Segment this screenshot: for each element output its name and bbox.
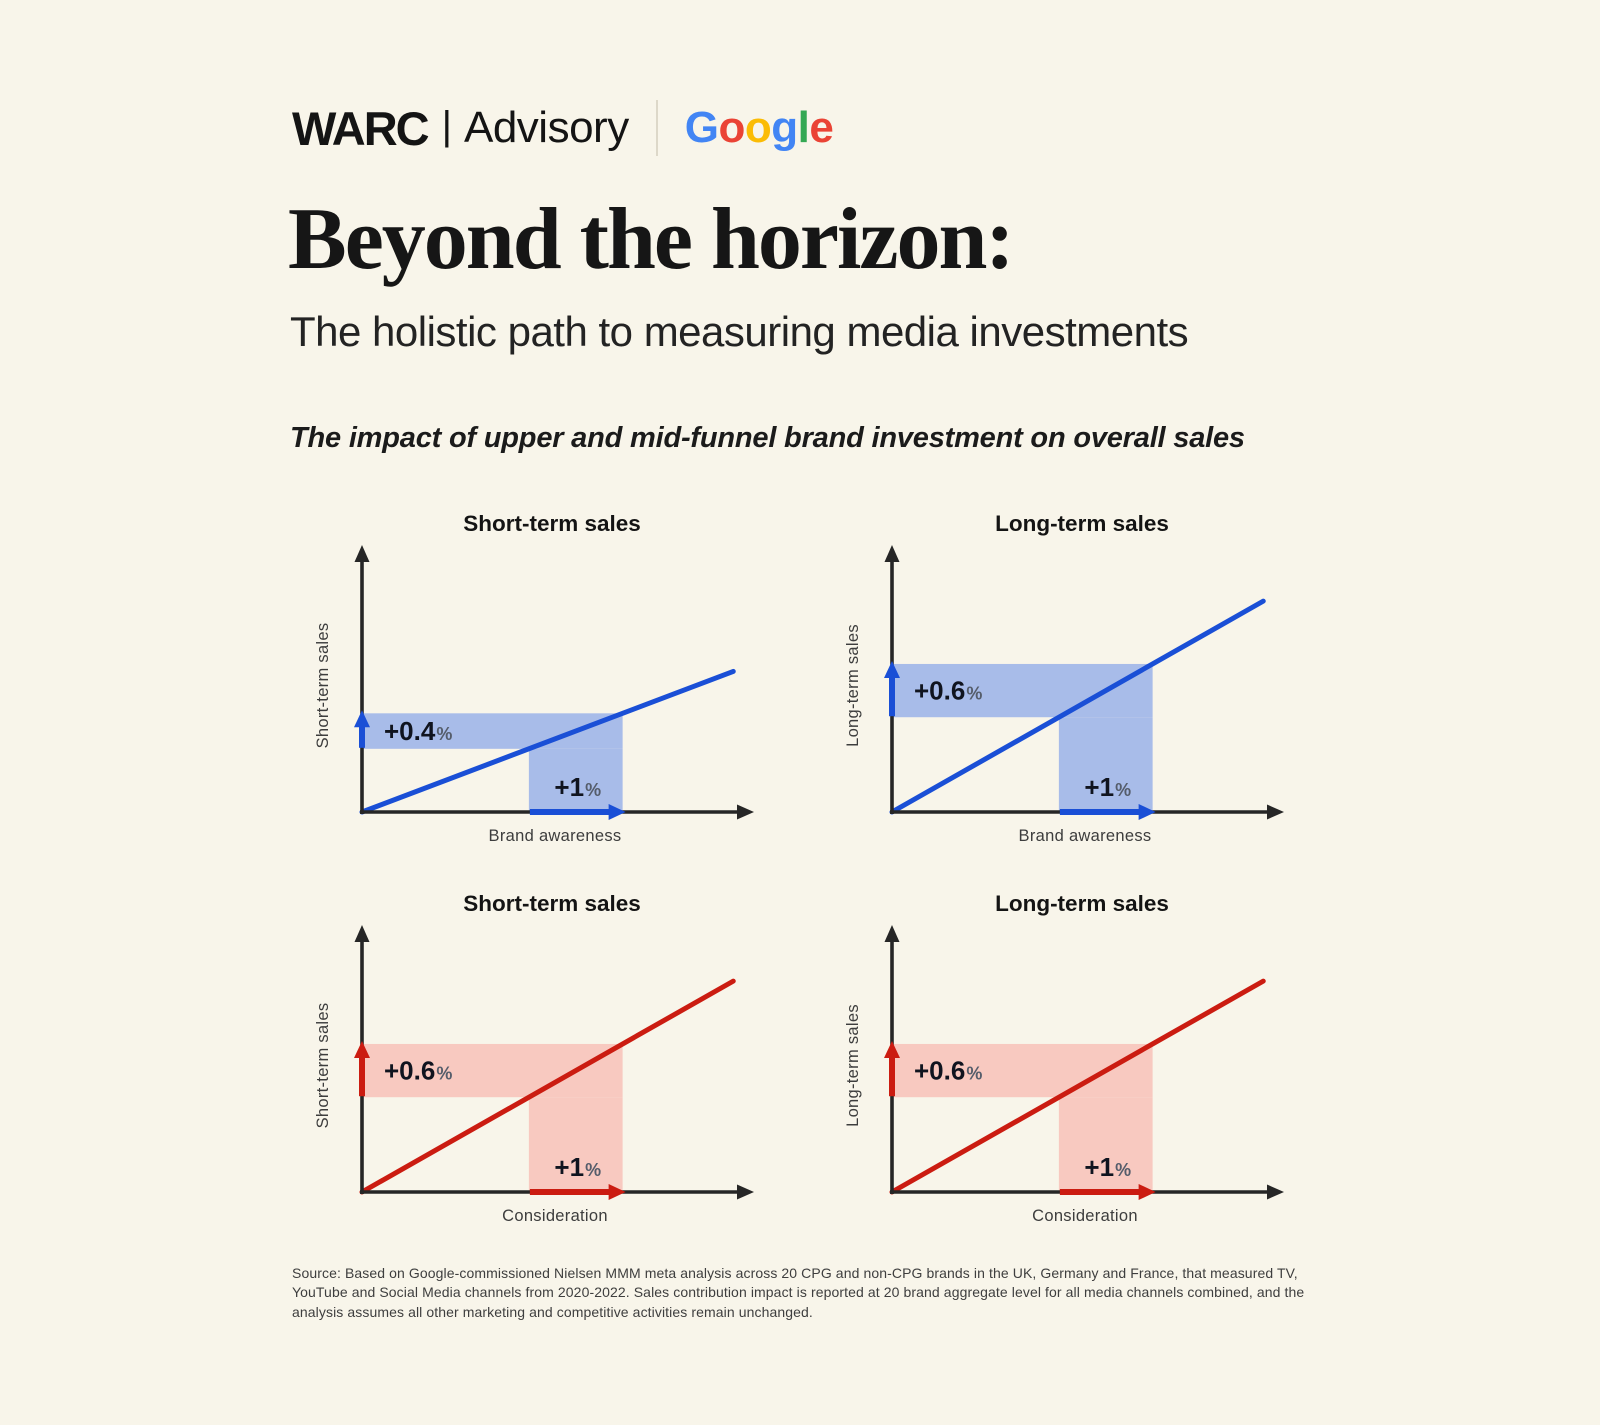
x-change-arrowhead bbox=[1138, 1184, 1156, 1200]
y-change-label: +0.6% bbox=[914, 1056, 982, 1086]
y-change-arrowhead bbox=[354, 1040, 370, 1058]
trend-line bbox=[359, 978, 736, 1195]
chart-title: Long-term sales bbox=[995, 511, 1169, 536]
y-axis-arrowhead bbox=[354, 925, 370, 942]
google-logo: Google bbox=[685, 103, 834, 153]
source-note: Source: Based on Google-commissioned Nie… bbox=[292, 1265, 1305, 1320]
x-change-arrowhead bbox=[1138, 804, 1156, 820]
logo-divider bbox=[655, 100, 658, 156]
google-letter: o bbox=[744, 103, 772, 152]
y-axis-arrowhead bbox=[884, 545, 900, 562]
y-axis-label: Short-term sales bbox=[314, 1003, 332, 1129]
google-letter: G bbox=[684, 103, 719, 152]
x-axis-arrowhead bbox=[737, 804, 754, 820]
chart-short-term-sales-brand-awareness: Short-term sales +0.4% +1% Short-term sales… bbox=[287, 497, 770, 865]
chart-long-term-sales-brand-awareness: Long-term sales +0.6% +1% Long-term sales Br… bbox=[817, 497, 1300, 865]
x-change-label: +1% bbox=[1084, 772, 1131, 802]
y-axis-arrowhead bbox=[884, 925, 900, 942]
page-title: Beyond the horizon: bbox=[288, 191, 1015, 288]
vertical-band bbox=[1058, 1097, 1153, 1192]
vertical-band bbox=[528, 748, 623, 812]
chart-title: Short-term sales bbox=[463, 891, 641, 916]
x-axis-arrowhead bbox=[1267, 804, 1284, 820]
x-axis-label: Brand awareness bbox=[1019, 827, 1152, 845]
section-heading: The impact of upper and mid-funnel brand… bbox=[290, 422, 1245, 454]
chart-title: Long-term sales bbox=[995, 891, 1169, 916]
y-change-label: +0.6% bbox=[384, 1056, 452, 1086]
trend-line bbox=[889, 978, 1266, 1195]
y-change-label: +0.4% bbox=[384, 716, 452, 746]
chart-canvas: Long-term sales +0.6% +1% Long-term sales Co… bbox=[844, 891, 1284, 1225]
trend-line bbox=[889, 598, 1266, 815]
warc-advisory-separator: | bbox=[441, 103, 452, 148]
charts-grid: Short-term sales +0.4% +1% Short-term sales… bbox=[287, 497, 1300, 1245]
google-letter: g bbox=[771, 103, 798, 152]
trend-line bbox=[359, 668, 736, 815]
chart-canvas: Short-term sales +0.6% +1% Short-term sales… bbox=[314, 891, 754, 1225]
advisory-label: Advisory bbox=[463, 103, 629, 152]
header: WARC | Advisory Google bbox=[292, 98, 834, 158]
x-axis-arrowhead bbox=[737, 1184, 754, 1200]
chart-canvas: Long-term sales +0.6% +1% Long-term sales Br… bbox=[844, 511, 1284, 845]
x-axis-label: Consideration bbox=[502, 1207, 608, 1225]
google-letter: l bbox=[797, 103, 810, 152]
y-axis-label: Long-term sales bbox=[844, 1004, 862, 1127]
y-change-label: +0.6% bbox=[914, 676, 982, 706]
chart-short-term-sales-consideration: Short-term sales +0.6% +1% Short-term sales… bbox=[287, 877, 770, 1245]
page-subtitle: The holistic path to measuring media inv… bbox=[290, 308, 1189, 355]
vertical-band bbox=[1058, 717, 1153, 812]
x-change-label: +1% bbox=[1084, 1152, 1131, 1182]
y-axis-label: Long-term sales bbox=[844, 624, 862, 747]
x-axis-label: Brand awareness bbox=[489, 827, 622, 845]
x-axis-label: Consideration bbox=[1032, 1207, 1138, 1225]
vertical-band bbox=[528, 1097, 623, 1192]
x-change-arrowhead bbox=[608, 1184, 626, 1200]
warc-logo: WARC bbox=[292, 101, 430, 155]
y-change-arrowhead bbox=[884, 1040, 900, 1058]
chart-title: Short-term sales bbox=[463, 511, 641, 536]
x-change-label: +1% bbox=[554, 772, 601, 802]
chart-long-term-sales-consideration: Long-term sales +0.6% +1% Long-term sales Co… bbox=[817, 877, 1300, 1245]
google-letter: o bbox=[718, 103, 745, 152]
x-axis-arrowhead bbox=[1267, 1184, 1284, 1200]
x-change-arrowhead bbox=[608, 804, 626, 820]
google-letter: e bbox=[809, 103, 834, 152]
x-change-label: +1% bbox=[554, 1152, 601, 1182]
chart-canvas: Short-term sales +0.4% +1% Short-term sales… bbox=[314, 511, 754, 845]
y-axis-label: Short-term sales bbox=[314, 623, 332, 749]
y-change-arrowhead bbox=[884, 660, 900, 678]
y-change-arrowhead bbox=[354, 710, 370, 728]
y-axis-arrowhead bbox=[354, 545, 370, 562]
